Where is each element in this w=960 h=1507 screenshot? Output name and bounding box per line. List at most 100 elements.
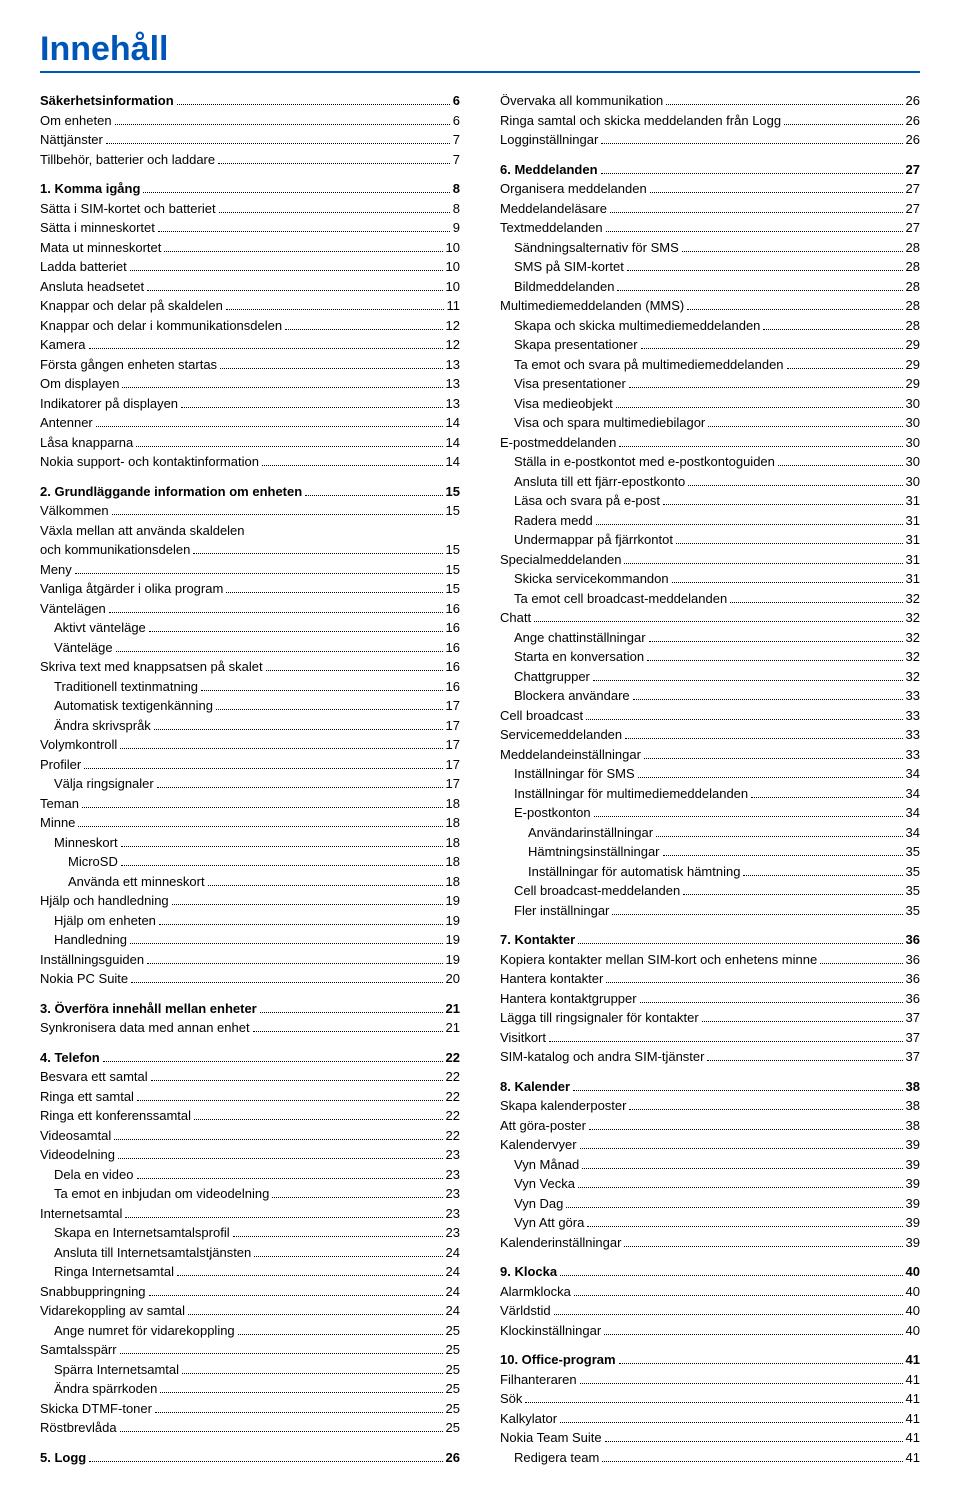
toc-entry[interactable]: Meddelandeläsare27 <box>500 199 920 219</box>
toc-entry[interactable]: Välkommen15 <box>40 501 460 521</box>
toc-entry[interactable]: Traditionell textinmatning16 <box>40 677 460 697</box>
toc-entry[interactable]: Lägga till ringsignaler för kontakter37 <box>500 1008 920 1028</box>
toc-entry[interactable]: Ringa ett samtal22 <box>40 1087 460 1107</box>
toc-entry[interactable]: Tillbehör, batterier och laddare7 <box>40 150 460 170</box>
toc-entry[interactable]: E-postmeddelanden30 <box>500 433 920 453</box>
toc-entry[interactable]: Redigera team41 <box>500 1448 920 1468</box>
toc-entry[interactable]: Ändra skrivspråk17 <box>40 716 460 736</box>
toc-entry[interactable]: Sök41 <box>500 1389 920 1409</box>
toc-entry[interactable]: Sändningsalternativ för SMS28 <box>500 238 920 258</box>
toc-entry[interactable]: Ange chattinställningar32 <box>500 628 920 648</box>
toc-entry[interactable]: Skapa och skicka multimediemeddelanden28 <box>500 316 920 336</box>
toc-entry[interactable]: Första gången enheten startas13 <box>40 355 460 375</box>
toc-entry[interactable]: Nokia Team Suite41 <box>500 1428 920 1448</box>
toc-entry[interactable]: Skicka servicekommandon31 <box>500 569 920 589</box>
toc-entry[interactable]: Inställningar för SMS34 <box>500 764 920 784</box>
toc-entry[interactable]: Ansluta till ett fjärr-epostkonto30 <box>500 472 920 492</box>
toc-entry[interactable]: Säkerhetsinformation6 <box>40 91 460 111</box>
toc-entry[interactable]: Visa och spara multimediebilagor30 <box>500 413 920 433</box>
toc-entry[interactable]: Ta emot en inbjudan om videodelning23 <box>40 1184 460 1204</box>
toc-entry[interactable]: Multimediemeddelanden (MMS)28 <box>500 296 920 316</box>
toc-entry[interactable]: Cell broadcast33 <box>500 706 920 726</box>
toc-entry[interactable]: Ansluta headsetet10 <box>40 277 460 297</box>
toc-entry[interactable]: Vyn Månad39 <box>500 1155 920 1175</box>
toc-entry[interactable]: Låsa knapparna14 <box>40 433 460 453</box>
toc-entry[interactable]: Specialmeddelanden31 <box>500 550 920 570</box>
toc-entry[interactable]: Skapa kalenderposter38 <box>500 1096 920 1116</box>
toc-entry[interactable]: Visa presentationer29 <box>500 374 920 394</box>
toc-entry[interactable]: Skicka DTMF-toner25 <box>40 1399 460 1419</box>
toc-entry[interactable]: Filhanteraren41 <box>500 1370 920 1390</box>
toc-entry[interactable]: SIM-katalog och andra SIM-tjänster37 <box>500 1047 920 1067</box>
toc-entry[interactable]: Hämtningsinställningar35 <box>500 842 920 862</box>
toc-entry[interactable]: Indikatorer på displayen13 <box>40 394 460 414</box>
toc-entry[interactable]: Textmeddelanden27 <box>500 218 920 238</box>
toc-entry[interactable]: Ställa in e-postkontot med e-postkontogu… <box>500 452 920 472</box>
toc-entry[interactable]: E-postkonton34 <box>500 803 920 823</box>
toc-entry[interactable]: Undermappar på fjärrkontot31 <box>500 530 920 550</box>
toc-entry[interactable]: Läsa och svara på e-post31 <box>500 491 920 511</box>
toc-entry[interactable]: Dela en video23 <box>40 1165 460 1185</box>
toc-entry[interactable]: Sätta i minneskortet9 <box>40 218 460 238</box>
toc-entry[interactable]: Om enheten6 <box>40 111 460 131</box>
toc-entry[interactable]: Ta emot och svara på multimediemeddeland… <box>500 355 920 375</box>
toc-entry[interactable]: Att göra-poster38 <box>500 1116 920 1136</box>
toc-entry[interactable]: Kamera12 <box>40 335 460 355</box>
toc-entry[interactable]: Visitkort37 <box>500 1028 920 1048</box>
toc-entry[interactable]: Videosamtal22 <box>40 1126 460 1146</box>
toc-entry[interactable]: Spärra Internetsamtal25 <box>40 1360 460 1380</box>
toc-entry[interactable]: Hjälp och handledning19 <box>40 891 460 911</box>
toc-entry[interactable]: Använda ett minneskort18 <box>40 872 460 892</box>
toc-entry[interactable]: Starta en konversation32 <box>500 647 920 667</box>
toc-entry[interactable]: Meddelandeinställningar33 <box>500 745 920 765</box>
toc-entry[interactable]: 1. Komma igång8 <box>40 179 460 199</box>
toc-entry[interactable]: 8. Kalender38 <box>500 1077 920 1097</box>
toc-entry[interactable]: Övervaka all kommunikation26 <box>500 91 920 111</box>
toc-entry[interactable]: Sätta i SIM-kortet och batteriet8 <box>40 199 460 219</box>
toc-entry[interactable]: Skapa presentationer29 <box>500 335 920 355</box>
toc-entry[interactable]: Organisera meddelanden27 <box>500 179 920 199</box>
toc-entry[interactable]: Kopiera kontakter mellan SIM-kort och en… <box>500 950 920 970</box>
toc-entry[interactable]: Skapa en Internetsamtalsprofil23 <box>40 1223 460 1243</box>
toc-entry[interactable]: Volymkontroll17 <box>40 735 460 755</box>
toc-entry[interactable]: Knappar och delar på skaldelen11 <box>40 296 460 316</box>
toc-entry[interactable]: Ange numret för vidarekoppling25 <box>40 1321 460 1341</box>
toc-entry[interactable]: Nättjänster7 <box>40 130 460 150</box>
toc-entry[interactable]: Besvara ett samtal22 <box>40 1067 460 1087</box>
toc-entry[interactable]: Ändra spärrkoden25 <box>40 1379 460 1399</box>
toc-entry[interactable]: Kalendervyer39 <box>500 1135 920 1155</box>
toc-entry[interactable]: Radera medd31 <box>500 511 920 531</box>
toc-entry[interactable]: Teman18 <box>40 794 460 814</box>
toc-entry[interactable]: Vyn Att göra39 <box>500 1213 920 1233</box>
toc-entry[interactable]: Handledning19 <box>40 930 460 950</box>
toc-entry[interactable]: Blockera användare33 <box>500 686 920 706</box>
toc-entry[interactable]: Väntelägen16 <box>40 599 460 619</box>
toc-entry[interactable]: Ringa ett konferenssamtal22 <box>40 1106 460 1126</box>
toc-entry[interactable]: Synkronisera data med annan enhet21 <box>40 1018 460 1038</box>
toc-entry[interactable]: Världstid40 <box>500 1301 920 1321</box>
toc-entry[interactable]: 9. Klocka40 <box>500 1262 920 1282</box>
toc-entry[interactable]: Videodelning23 <box>40 1145 460 1165</box>
toc-entry[interactable]: Automatisk textigenkänning17 <box>40 696 460 716</box>
toc-entry[interactable]: Klockinställningar40 <box>500 1321 920 1341</box>
toc-entry[interactable]: Snabbuppringning24 <box>40 1282 460 1302</box>
toc-entry[interactable]: Knappar och delar i kommunikationsdelen1… <box>40 316 460 336</box>
toc-entry[interactable]: 2. Grundläggande information om enheten1… <box>40 482 460 502</box>
toc-entry[interactable]: Nokia PC Suite20 <box>40 969 460 989</box>
toc-entry[interactable]: Kalkylator41 <box>500 1409 920 1429</box>
toc-entry[interactable]: Vänteläge16 <box>40 638 460 658</box>
toc-entry[interactable]: Minne18 <box>40 813 460 833</box>
toc-entry[interactable]: Skriva text med knappsatsen på skalet16 <box>40 657 460 677</box>
toc-entry[interactable]: Vyn Vecka39 <box>500 1174 920 1194</box>
toc-entry[interactable]: Ta emot cell broadcast-meddelanden32 <box>500 589 920 609</box>
toc-entry[interactable]: Ringa Internetsamtal24 <box>40 1262 460 1282</box>
toc-entry[interactable]: Fler inställningar35 <box>500 901 920 921</box>
toc-entry[interactable]: Minneskort18 <box>40 833 460 853</box>
toc-entry[interactable]: Profiler17 <box>40 755 460 775</box>
toc-entry[interactable]: Växla mellan att använda skaldelen <box>40 521 460 541</box>
toc-entry[interactable]: Servicemeddelanden33 <box>500 725 920 745</box>
toc-entry[interactable]: Inställningar för automatisk hämtning35 <box>500 862 920 882</box>
toc-entry[interactable]: Aktivt vänteläge16 <box>40 618 460 638</box>
toc-entry[interactable]: 4. Telefon22 <box>40 1048 460 1068</box>
toc-entry[interactable]: Ringa samtal och skicka meddelanden från… <box>500 111 920 131</box>
